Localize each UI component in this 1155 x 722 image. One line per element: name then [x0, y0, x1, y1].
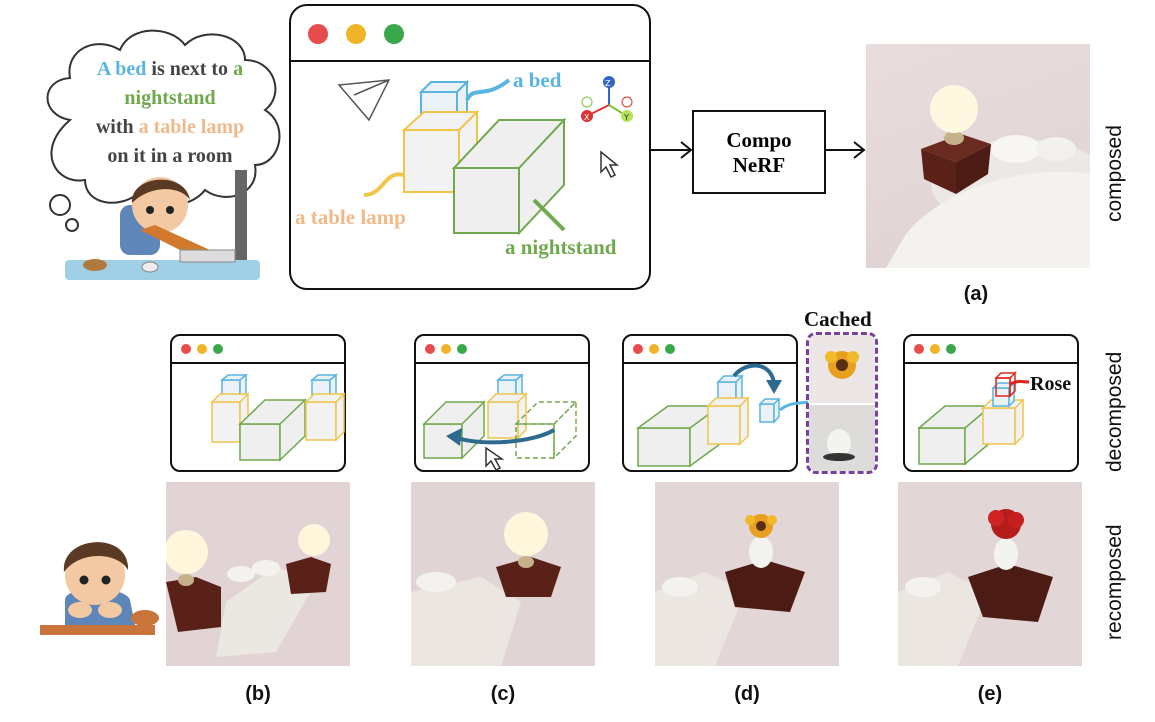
close-button-c[interactable] — [425, 344, 435, 354]
boy-at-computer-illustration — [65, 170, 260, 280]
axis-x-label: X — [584, 113, 590, 122]
layout-b — [210, 373, 346, 462]
layout-c — [422, 373, 578, 471]
speech-a: a — [233, 58, 244, 80]
label-a-bed: a bed — [513, 68, 562, 92]
render-c-image — [411, 482, 595, 666]
render-e-image — [898, 482, 1082, 666]
lamp-box — [401, 109, 480, 195]
close-button-b[interactable] — [181, 344, 191, 354]
layout-e — [916, 371, 1030, 466]
compo-label: Compo — [726, 128, 792, 152]
axis-y-label: Y — [623, 113, 629, 122]
axis-z-label: Z — [605, 79, 611, 88]
move-arrow — [453, 428, 556, 445]
speech-with: with — [95, 116, 139, 138]
close-button-d[interactable] — [633, 344, 643, 354]
title-bar-e — [905, 336, 1077, 364]
label-a-nightstand: a nightstand — [505, 235, 617, 259]
speech-lamp: a table lamp — [138, 116, 245, 138]
row-label-composed: composed — [1103, 125, 1126, 222]
render-d-image — [655, 482, 839, 666]
layout-d — [635, 363, 809, 468]
row-label-decomposed: decomposed — [1103, 351, 1126, 472]
close-button[interactable] — [308, 24, 328, 44]
thought-bubble — [46, 29, 281, 232]
nerf-label: NeRF — [732, 153, 786, 177]
maximize-button-d[interactable] — [665, 344, 675, 354]
title-bar — [291, 6, 649, 62]
maximize-button-b[interactable] — [213, 344, 223, 354]
scene-layout-drawing: Z X Y — [337, 76, 633, 236]
speech-on-it: on it in a room — [107, 145, 233, 167]
caption-d: (d) — [734, 683, 760, 705]
title-bar-d — [624, 336, 796, 364]
maximize-button-c[interactable] — [457, 344, 467, 354]
speech-nightstand: nightstand — [124, 87, 216, 109]
caption-e: (e) — [977, 683, 1003, 705]
swap-arrow — [732, 363, 776, 385]
caption-a: (a) — [963, 283, 989, 305]
composed-render-image — [866, 44, 1090, 268]
maximize-button[interactable] — [384, 24, 404, 44]
speech-next-to: is next to — [146, 58, 234, 80]
arrow-to-result — [826, 141, 866, 159]
cached-panel — [806, 332, 878, 474]
minimize-button[interactable] — [346, 24, 366, 44]
minimize-button-b[interactable] — [197, 344, 207, 354]
arrow-to-compo — [651, 141, 693, 159]
caption-c: (c) — [490, 683, 516, 705]
maximize-button-e[interactable] — [946, 344, 956, 354]
cached-vase-image — [809, 405, 875, 471]
minimize-button-c[interactable] — [441, 344, 451, 354]
compo-nerf-box: Compo NeRF — [692, 110, 826, 194]
boy-thinking-illustration — [40, 542, 159, 635]
minimize-button-e[interactable] — [930, 344, 940, 354]
cursor-icon-c — [485, 446, 505, 471]
rose-label: Rose — [1030, 373, 1072, 395]
row-label-recomposed: recomposed — [1103, 524, 1126, 640]
cached-label: Cached — [804, 307, 872, 331]
caption-b: (b) — [245, 683, 271, 705]
axis-gizmo-icon: Z X Y — [581, 76, 633, 122]
render-b-image — [166, 482, 350, 666]
camera-icon — [337, 79, 391, 122]
minimize-button-d[interactable] — [649, 344, 659, 354]
speech-bed: A bed — [96, 58, 147, 80]
title-bar-c — [416, 336, 588, 364]
speech-text: A bed is next to a nightstand with a tab… — [70, 55, 270, 171]
label-a-table-lamp: a table lamp — [295, 205, 406, 229]
cursor-icon — [600, 150, 620, 179]
nightstand-box — [451, 117, 567, 236]
close-button-e[interactable] — [914, 344, 924, 354]
cached-sunflower-image — [809, 335, 875, 403]
title-bar-b — [172, 336, 344, 364]
